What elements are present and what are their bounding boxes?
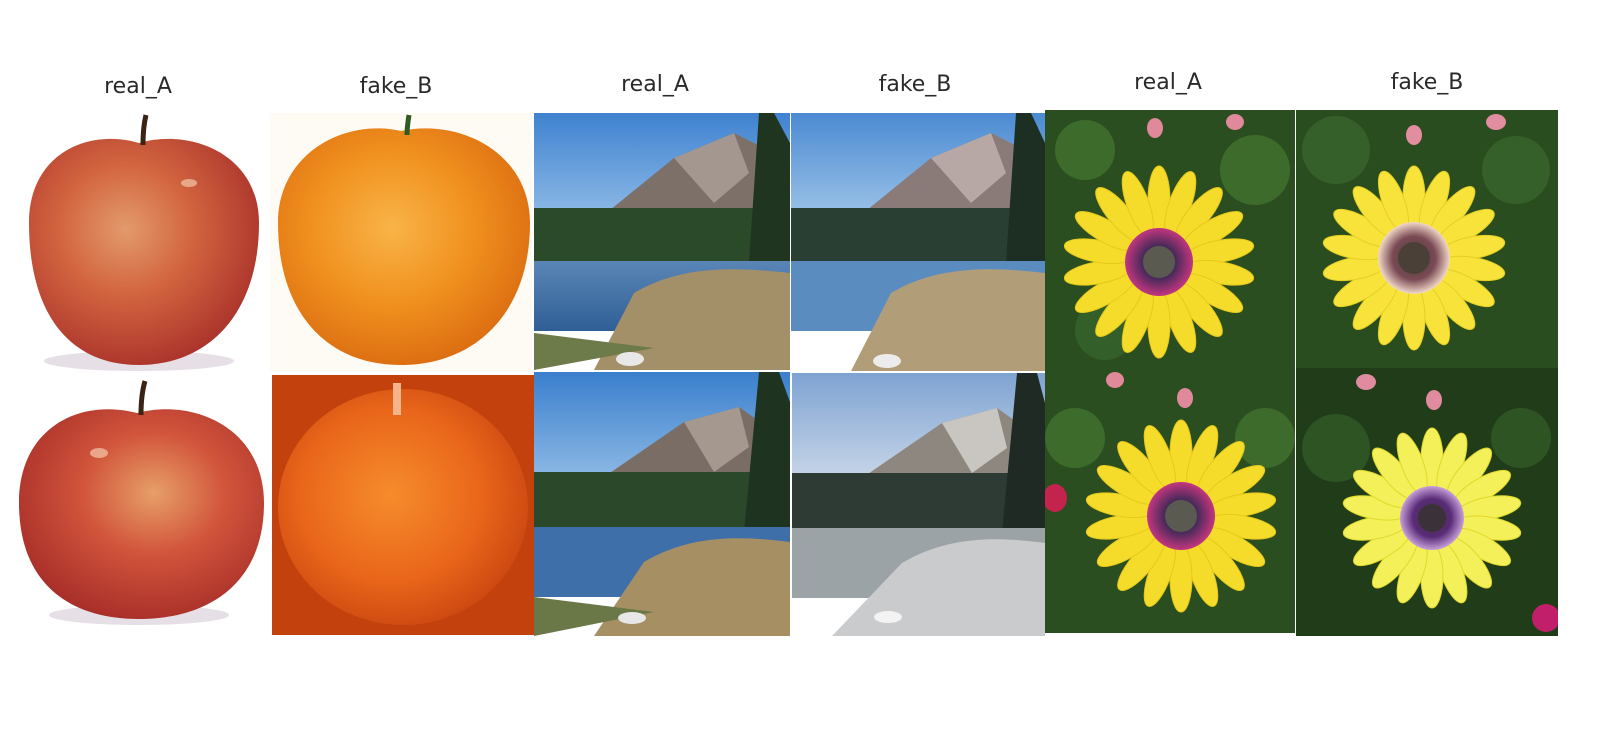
fake-orange-image-row2 [272, 375, 534, 635]
column-label-real-a-2: real_A [621, 72, 689, 97]
real-apple-image-row2 [9, 373, 269, 635]
column-label-fake-b-2: fake_B [878, 72, 952, 97]
fake-orange-image-row1 [270, 113, 532, 371]
real-landscape-image-row2 [534, 372, 790, 636]
fake-landscape-image-row2 [792, 373, 1045, 636]
column-label-fake-b-3: fake_B [1390, 70, 1464, 95]
fake-flower-image-row2 [1296, 368, 1558, 636]
real-apple-image-row1 [9, 113, 269, 371]
column-label-real-a-3: real_A [1134, 70, 1202, 95]
column-label-real-a-1: real_A [104, 74, 172, 99]
column-label-fake-b-1: fake_B [359, 74, 433, 99]
fake-flower-image-row1 [1296, 110, 1558, 368]
fake-landscape-image-row1 [791, 113, 1045, 371]
real-landscape-image-row1 [534, 113, 790, 370]
real-flower-image-row1 [1045, 110, 1295, 368]
real-flower-image-row2 [1045, 368, 1295, 633]
